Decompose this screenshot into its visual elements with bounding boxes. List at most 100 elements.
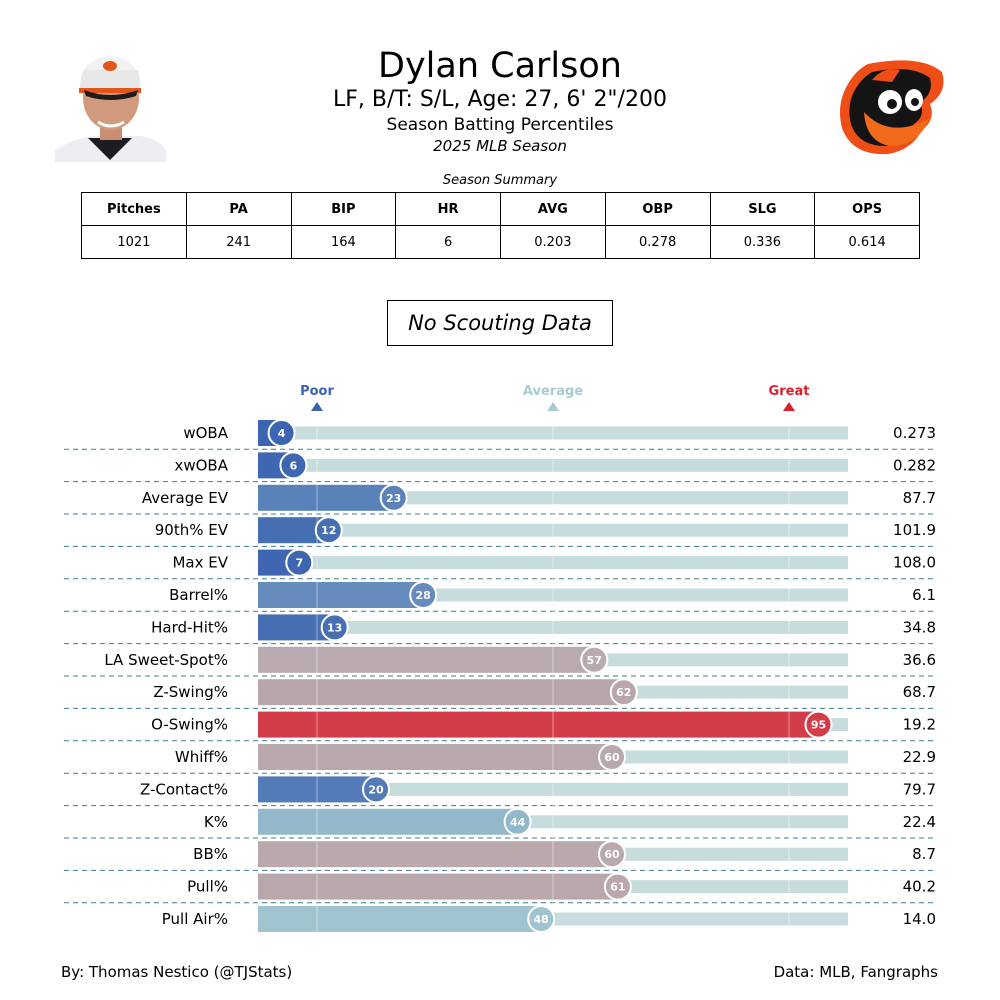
summary-value-cell: 6 — [395, 225, 501, 259]
metric-label: Barrel% — [169, 586, 228, 604]
scouting-note: No Scouting Data — [387, 300, 613, 346]
summary-value-cell: 0.203 — [500, 225, 606, 259]
percentile-label: 95 — [811, 719, 826, 732]
percentile-bar — [258, 646, 595, 673]
percentile-circle — [279, 451, 308, 480]
percentile-label: 12 — [321, 524, 336, 537]
metric-label: BB% — [193, 845, 228, 863]
metric-label: Pull% — [187, 878, 228, 896]
percentile-bar — [258, 906, 542, 932]
metric-label: Z-Swing% — [153, 683, 228, 701]
metric-label: Average EV — [142, 489, 229, 507]
percentile-circle — [314, 516, 343, 545]
percentile-label: 60 — [604, 751, 620, 764]
metric-label: K% — [204, 813, 228, 831]
marker-triangle-icon — [311, 402, 323, 411]
metric-value: 22.9 — [903, 748, 936, 766]
percentile-label: 28 — [416, 589, 431, 602]
percentile-circle — [598, 743, 626, 771]
summary-header-row: Pitches PA BIP HR AVG OBP SLG OPS — [81, 192, 920, 226]
summary-header-cell: Pitches — [81, 192, 187, 226]
summary-caption: Season Summary — [442, 173, 558, 188]
percentile-circle — [527, 905, 556, 933]
percentile-circle — [503, 807, 532, 836]
metric-value: 0.273 — [893, 424, 936, 442]
marker-triangle-icon — [547, 402, 559, 411]
metric-value: 87.7 — [903, 489, 936, 507]
percentile-label: 23 — [386, 492, 401, 505]
summary-value-cell: 0.614 — [814, 225, 920, 259]
percentile-track — [258, 458, 848, 472]
summary-value-cell: 164 — [290, 225, 397, 259]
marker-triangle-icon — [783, 402, 795, 411]
percentile-circle — [362, 775, 390, 804]
percentile-circle — [267, 419, 296, 447]
percentile-track — [258, 782, 848, 796]
percentile-track — [258, 620, 848, 634]
summary-header-cell: OBP — [604, 192, 711, 226]
metric-value: 108.0 — [893, 554, 936, 572]
percentile-label: 7 — [295, 557, 303, 570]
metric-value: 0.282 — [893, 456, 936, 474]
percentile-label: 44 — [510, 816, 526, 829]
percentile-bar — [258, 679, 624, 706]
marker-label: Great — [769, 384, 810, 399]
metric-label: Max EV — [172, 554, 228, 572]
metric-label: Whiff% — [175, 748, 228, 766]
percentile-circle — [598, 840, 626, 869]
metric-label: O-Swing% — [151, 716, 228, 734]
summary-value-cell: 241 — [185, 225, 292, 259]
percentile-bar — [258, 841, 612, 868]
metric-value: 6.1 — [912, 586, 936, 604]
percentile-label: 48 — [534, 913, 549, 926]
summary-header-cell: AVG — [500, 192, 606, 226]
percentile-circle — [379, 483, 408, 512]
player-info: LF, B/T: S/L, Age: 27, 6' 2"/200 — [333, 87, 667, 112]
metric-value: 19.2 — [903, 716, 936, 734]
percentile-circle — [603, 872, 632, 901]
percentile-bar — [258, 808, 518, 835]
metric-value: 79.7 — [903, 780, 936, 798]
metric-label: 90th% EV — [155, 521, 229, 539]
metric-label: wOBA — [183, 424, 228, 442]
metric-value: 36.6 — [903, 651, 936, 669]
summary-value-cell: 1021 — [81, 225, 187, 259]
metric-label: xwOBA — [174, 456, 228, 474]
percentile-bar — [258, 711, 819, 738]
percentile-label: 6 — [290, 459, 298, 472]
percentile-label: 4 — [278, 427, 286, 440]
percentile-track — [258, 426, 848, 440]
percentile-circle — [804, 710, 833, 739]
percentile-bar — [258, 744, 612, 770]
summary-value-cell: 0.278 — [604, 225, 711, 259]
metric-value: 14.0 — [903, 910, 936, 928]
percentile-circle — [409, 581, 438, 609]
percentile-track — [258, 523, 848, 537]
percentile-circle — [580, 645, 609, 674]
metric-value: 68.7 — [903, 683, 936, 701]
data-source-text: Data: MLB, Fangraphs — [773, 963, 938, 981]
percentile-bar — [258, 873, 618, 900]
percentile-bar — [258, 484, 394, 511]
metric-value: 34.8 — [903, 618, 936, 636]
metric-value: 8.7 — [912, 845, 936, 863]
percentile-label: 60 — [604, 848, 620, 861]
metric-label: Pull Air% — [162, 910, 228, 928]
season-summary-table: Pitches PA BIP HR AVG OBP SLG OPS 1021 2… — [81, 192, 920, 259]
percentile-circle — [609, 678, 638, 707]
metric-value: 101.9 — [893, 521, 936, 539]
percentile-bar — [258, 776, 376, 803]
percentile-bar — [258, 582, 424, 608]
percentile-circle — [320, 613, 349, 642]
player-name: Dylan Carlson — [378, 46, 622, 86]
season-label: 2025 MLB Season — [433, 137, 567, 155]
percentile-circle — [285, 548, 314, 577]
marker-label: Average — [523, 384, 583, 399]
percentile-label: 20 — [368, 783, 384, 796]
summary-value-cell: 0.336 — [709, 225, 816, 259]
metric-value: 22.4 — [903, 813, 936, 831]
percentile-label: 57 — [587, 654, 602, 667]
summary-value-row: 1021 241 164 6 0.203 0.278 0.336 0.614 — [81, 225, 920, 259]
percentile-label: 13 — [327, 621, 342, 634]
